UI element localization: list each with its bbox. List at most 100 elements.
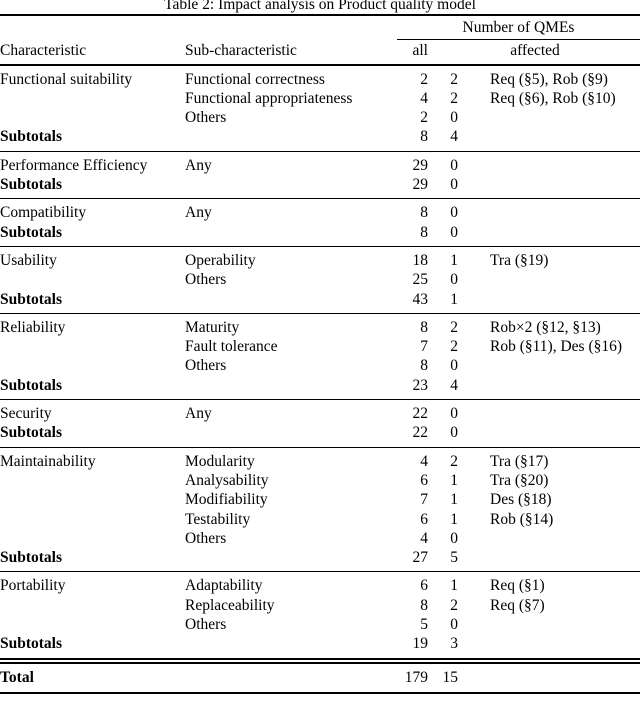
affected-count-cell: 0 bbox=[450, 357, 458, 375]
subtotal-detail-cell bbox=[460, 548, 640, 572]
column-header-characteristic: Characteristic bbox=[0, 39, 185, 66]
affected-detail-cell bbox=[460, 529, 640, 548]
table-row: Functional appropriateness 4 2 Req (§6), Ro… bbox=[0, 89, 640, 108]
subtotal-all-value: 19 bbox=[412, 635, 429, 653]
sub-characteristic-cell: Analysability bbox=[185, 471, 269, 489]
subtotal-affected-value: 1 bbox=[450, 290, 458, 308]
affected-detail-cell bbox=[460, 615, 640, 634]
affected-detail-cell bbox=[460, 150, 640, 176]
subtotal-row: Subtotals 22 0 bbox=[0, 423, 640, 447]
characteristic-cell: Compatibility bbox=[0, 198, 185, 223]
subtotal-empty-cell bbox=[185, 634, 397, 660]
characteristic-cell bbox=[0, 615, 185, 634]
subtotal-label: Subtotals bbox=[0, 376, 63, 394]
all-count-cell: 6 bbox=[420, 471, 428, 489]
affected-count-cell: 2 bbox=[450, 70, 458, 88]
affected-count-cell: 0 bbox=[430, 399, 460, 424]
characteristic-cell: Reliability bbox=[0, 312, 185, 338]
sub-characteristic-cell: Replaceability bbox=[185, 596, 275, 614]
sub-characteristic-cell: Operability bbox=[185, 245, 397, 271]
affected-count-cell: 1 bbox=[430, 245, 460, 271]
affected-count-cell: 1 bbox=[450, 510, 458, 528]
total-row: Total 179 15 bbox=[0, 657, 640, 694]
sub-characteristic-cell: Modifiability bbox=[185, 491, 268, 509]
subtotal-row: Subtotals 8 4 bbox=[0, 127, 640, 151]
characteristic-cell bbox=[0, 529, 185, 548]
group-header-number-of-qmes: Number of QMEs bbox=[397, 15, 640, 41]
subtotal-all-value: 8 bbox=[420, 223, 428, 241]
subtotal-empty-cell bbox=[185, 423, 397, 447]
group-header-spacer bbox=[0, 15, 397, 40]
affected-count-cell: 1 bbox=[450, 491, 458, 509]
all-count-cell: 4 bbox=[420, 529, 428, 547]
characteristic-cell bbox=[0, 490, 185, 509]
all-count-cell: 22 bbox=[397, 399, 430, 424]
characteristic-cell bbox=[0, 89, 185, 108]
sub-characteristic-cell: Others bbox=[185, 109, 227, 127]
sub-characteristic-cell: Any bbox=[185, 198, 397, 223]
affected-detail-cell bbox=[460, 399, 640, 424]
sub-characteristic-cell: Any bbox=[185, 150, 397, 176]
table-row: Security Any 22 0 bbox=[0, 399, 640, 424]
subtotal-row: Subtotals 23 4 bbox=[0, 376, 640, 400]
table-row: Others 25 0 bbox=[0, 270, 640, 289]
all-count-cell: 2 bbox=[420, 70, 428, 88]
affected-count-cell: 1 bbox=[430, 571, 460, 596]
characteristic-cell bbox=[0, 510, 185, 529]
subtotal-affected-value: 0 bbox=[450, 223, 458, 241]
affected-count-cell: 0 bbox=[450, 529, 458, 547]
affected-count-cell: 2 bbox=[430, 312, 460, 338]
table-row: Portability Adaptability 6 1 Req (§1) bbox=[0, 571, 640, 596]
table-row: Performance Efficiency Any 29 0 bbox=[0, 150, 640, 176]
subtotal-all-value: 43 bbox=[412, 290, 429, 308]
all-count-cell: 6 bbox=[420, 510, 428, 528]
subtotal-all-value: 27 bbox=[412, 549, 429, 567]
section-maintainability: Maintainability Modularity 4 2 Tra (§17) Anal… bbox=[0, 446, 640, 572]
subtotal-label: Subtotals bbox=[0, 128, 63, 146]
subtotal-detail-cell bbox=[460, 290, 640, 314]
table-row: Functional suitability Functional correct… bbox=[0, 65, 640, 89]
all-count-cell: 8 bbox=[397, 198, 430, 223]
characteristic-cell bbox=[0, 596, 185, 615]
affected-count-cell: 0 bbox=[430, 150, 460, 176]
affected-detail-cell: Rob×2 (§12, §13) bbox=[460, 312, 640, 338]
table-row: Others 2 0 bbox=[0, 108, 640, 127]
affected-detail-cell bbox=[460, 356, 640, 375]
subtotal-affected-value: 0 bbox=[450, 424, 458, 442]
subtotal-all-value: 8 bbox=[420, 128, 428, 146]
subtotal-empty-cell bbox=[185, 175, 397, 199]
sub-characteristic-cell: Testability bbox=[185, 510, 251, 528]
affected-detail-cell: Req (§6), Rob (§10) bbox=[490, 89, 616, 107]
column-header-row: Characteristic Sub-characteristic all af… bbox=[0, 39, 640, 66]
sub-characteristic-cell: Others bbox=[185, 357, 227, 375]
total-detail-cell bbox=[460, 657, 640, 694]
sub-characteristic-cell: Others bbox=[185, 271, 227, 289]
subtotal-detail-cell bbox=[460, 376, 640, 400]
all-count-cell: 6 bbox=[397, 571, 430, 596]
affected-detail-cell: Rob (§14) bbox=[490, 510, 554, 528]
affected-count-cell: 1 bbox=[450, 471, 458, 489]
subtotal-all-value: 29 bbox=[412, 176, 429, 194]
characteristic-cell bbox=[0, 270, 185, 289]
subtotal-detail-cell bbox=[460, 175, 640, 199]
subtotal-row: Subtotals 27 5 bbox=[0, 548, 640, 572]
affected-count-cell: 2 bbox=[450, 338, 458, 356]
characteristic-cell bbox=[0, 337, 185, 356]
subtotal-detail-cell bbox=[460, 127, 640, 151]
all-count-cell: 8 bbox=[420, 357, 428, 375]
characteristic-cell bbox=[0, 108, 185, 127]
all-count-cell: 2 bbox=[420, 109, 428, 127]
all-count-cell: 8 bbox=[420, 596, 428, 614]
subtotal-all-value: 23 bbox=[412, 376, 429, 394]
table-row: Others 8 0 bbox=[0, 356, 640, 375]
subtotal-detail-cell bbox=[460, 423, 640, 447]
impact-analysis-table: Number of QMEs Characteristic Sub-charac… bbox=[0, 14, 640, 694]
all-count-cell: 25 bbox=[412, 271, 429, 289]
all-count-cell: 4 bbox=[420, 89, 428, 107]
subtotal-label: Subtotals bbox=[0, 549, 63, 567]
subtotal-all-value: 22 bbox=[412, 424, 429, 442]
sub-characteristic-cell: Modularity bbox=[185, 446, 397, 471]
table-row: Fault tolerance 7 2 Rob (§11), Des (§16) bbox=[0, 337, 640, 356]
subtotal-affected-value: 0 bbox=[450, 176, 458, 194]
section-compatibility: Compatibility Any 8 0 Subtotals 8 0 bbox=[0, 198, 640, 247]
